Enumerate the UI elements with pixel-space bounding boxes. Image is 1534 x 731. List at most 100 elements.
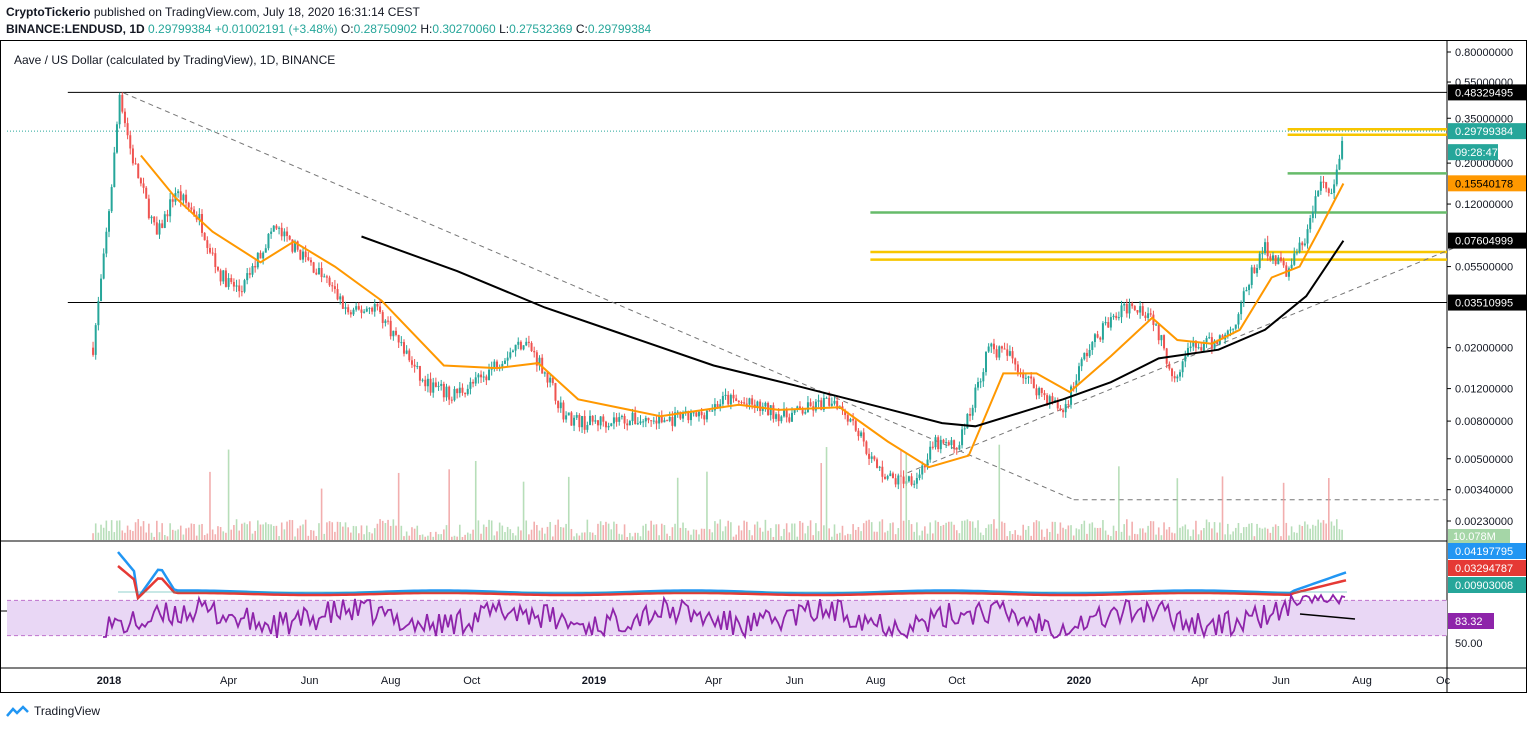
candle-body-452 — [1293, 253, 1296, 265]
volume-bar-218 — [671, 527, 674, 540]
candle-body-204 — [634, 412, 637, 425]
y-tick-label: 0.05500000 — [1455, 262, 1513, 274]
volume-bar-181 — [573, 536, 575, 540]
candle-body-152 — [496, 361, 498, 369]
volume-bar-153 — [498, 522, 501, 540]
candle-body-288 — [857, 430, 860, 437]
candle-body-116 — [400, 342, 403, 344]
volume-bar-225 — [690, 534, 692, 540]
volume-bar-80 — [304, 519, 307, 540]
candle-body-121 — [413, 364, 416, 367]
candle-body-125 — [424, 379, 427, 387]
candle-body-291 — [865, 441, 868, 454]
volume-bar-403 — [1163, 522, 1165, 540]
volume-bar-374 — [1086, 533, 1088, 540]
volume-bar-299 — [886, 530, 889, 540]
volume-bar-391 — [1131, 521, 1133, 540]
candle-body-114 — [395, 330, 398, 335]
volume-bar-186 — [586, 519, 589, 540]
volume-bar-78 — [299, 525, 302, 540]
candle-body-447 — [1279, 257, 1282, 261]
candle-body-3 — [100, 278, 103, 301]
volume-bar-432 — [1240, 533, 1242, 540]
volume-bar-364 — [1059, 522, 1062, 540]
candle-body-432 — [1240, 302, 1243, 315]
volume-bar-42 — [203, 535, 206, 540]
candle-body-115 — [397, 334, 400, 343]
volume-bar-48 — [219, 526, 222, 540]
candle-body-146 — [480, 374, 483, 378]
x-tick-label: 2018 — [97, 675, 121, 687]
candle-body-44 — [208, 247, 211, 253]
volume-bar-109 — [381, 520, 384, 540]
candle-body-302 — [894, 478, 897, 485]
volume-bar-43 — [206, 533, 209, 540]
candle-body-353 — [1030, 376, 1033, 379]
volume-bar-425 — [1221, 476, 1224, 540]
candle-body-460 — [1314, 196, 1317, 212]
volume-bar-145 — [477, 520, 480, 540]
volume-bar-318 — [937, 521, 939, 540]
candle-body-104 — [368, 307, 371, 309]
candle-body-229 — [700, 411, 703, 416]
volume-bar-151 — [493, 535, 496, 540]
candle-body-33 — [179, 191, 182, 201]
candle-body-444 — [1272, 255, 1274, 261]
candle-body-40 — [198, 214, 201, 220]
rsi-value-label: 83.32 — [1455, 616, 1483, 628]
volume-bar-102 — [363, 534, 365, 540]
volume-bar-2 — [97, 532, 100, 540]
volume-bar-35 — [185, 528, 187, 540]
candle-body-253 — [764, 402, 767, 407]
candle-body-57 — [243, 280, 246, 292]
candle-body-237 — [721, 395, 724, 405]
y-tick-label: 0.80000000 — [1455, 47, 1513, 59]
volume-bar-361 — [1051, 521, 1054, 540]
volume-bar-169 — [541, 527, 543, 540]
volume-bar-433 — [1242, 527, 1245, 540]
candle-body-268 — [804, 412, 807, 414]
candle-body-148 — [485, 376, 488, 381]
candle-body-269 — [806, 402, 809, 413]
symbol-label[interactable]: BINANCE:LENDUSD, 1D — [6, 22, 145, 36]
volume-bar-235 — [716, 523, 719, 540]
volume-bar-204 — [634, 532, 636, 540]
volume-bar-337 — [987, 524, 990, 540]
volume-bar-215 — [663, 525, 666, 540]
volume-bar-263 — [791, 523, 793, 540]
candle-body-37 — [190, 207, 193, 210]
footer-brand[interactable]: TradingView — [6, 704, 100, 718]
volume-bar-252 — [761, 531, 764, 540]
candle-body-181 — [573, 417, 576, 426]
volume-bar-302 — [894, 534, 897, 540]
volume-bar-65 — [264, 522, 267, 540]
volume-bar-255 — [769, 528, 772, 540]
volume-bar-409 — [1179, 527, 1181, 540]
price-tag-bg-4 — [1448, 232, 1526, 249]
volume-bar-133 — [445, 525, 448, 540]
candle-body-100 — [357, 306, 360, 310]
candle-body-326 — [958, 445, 961, 450]
candle-body-41 — [201, 214, 204, 233]
volume-bar-238 — [724, 526, 727, 540]
candle-body-14 — [129, 135, 132, 149]
publisher-name[interactable]: CryptoTickerio — [6, 5, 91, 19]
candle-body-164 — [527, 341, 530, 343]
candle-body-387 — [1120, 305, 1123, 318]
volume-bar-103 — [365, 525, 368, 540]
candle-body-295 — [876, 459, 879, 468]
volume-bar-90 — [331, 522, 334, 540]
candle-body-216 — [666, 420, 669, 422]
volume-bar-388 — [1123, 524, 1125, 540]
candle-body-211 — [652, 420, 655, 422]
volume-bar-315 — [929, 522, 931, 540]
volume-bar-243 — [738, 525, 740, 540]
candle-body-448 — [1282, 260, 1285, 266]
candle-body-79 — [302, 251, 304, 260]
volume-bar-121 — [413, 528, 416, 540]
candle-body-61 — [254, 266, 257, 268]
candle-body-401 — [1157, 324, 1160, 341]
candle-body-251 — [759, 401, 762, 411]
volume-bar-387 — [1120, 531, 1123, 540]
